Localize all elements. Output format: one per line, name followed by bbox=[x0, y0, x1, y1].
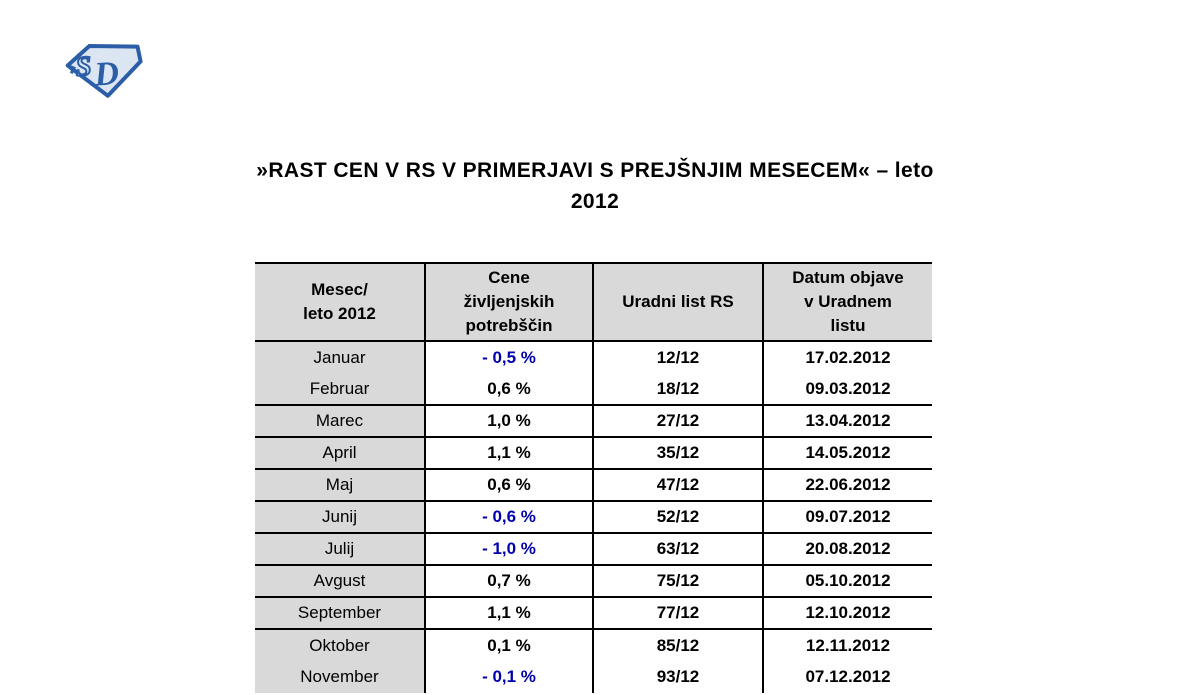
table-row-februar: Februar 0,6 % 18/12 09.03.2012 bbox=[255, 373, 932, 405]
cpi-cell: - 0,1 % bbox=[424, 661, 593, 693]
cpi-cell: 0,6 % bbox=[424, 373, 593, 405]
header-cpi: Cene življenjskih potrebščin bbox=[424, 263, 593, 341]
table-row-marec: Marec 1,0 % 27/12 13.04.2012 bbox=[255, 405, 932, 437]
month-cell: November bbox=[255, 661, 425, 693]
table-row-maj: Maj 0,6 % 47/12 22.06.2012 bbox=[255, 469, 932, 501]
date-cell: 09.07.2012 bbox=[762, 501, 932, 533]
gazette-cell: 12/12 bbox=[592, 341, 763, 373]
document-title-line1: »RAST CEN V RS V PRIMERJAVI S PREJŠNJIM … bbox=[256, 159, 934, 182]
document-title-line2: 2012 bbox=[570, 190, 620, 213]
table-row-september: September 1,1 % 77/12 12.10.2012 bbox=[255, 597, 932, 629]
cpi-cell: - 1,0 % bbox=[424, 533, 593, 565]
cpi-cell: 1,0 % bbox=[424, 405, 593, 437]
date-cell: 12.10.2012 bbox=[762, 597, 932, 629]
gazette-cell: 18/12 bbox=[592, 373, 763, 405]
table-row-januar: Januar - 0,5 % 12/12 17.02.2012 bbox=[255, 341, 932, 373]
header-publish-date: Datum objave v Uradnem listu bbox=[762, 263, 932, 341]
cpi-cell: 0,1 % bbox=[424, 629, 593, 661]
date-cell: 14.05.2012 bbox=[762, 437, 932, 469]
gazette-cell: 85/12 bbox=[592, 629, 763, 661]
cpi-cell: 0,6 % bbox=[424, 469, 593, 501]
cpi-cell: 1,1 % bbox=[424, 437, 593, 469]
date-cell: 09.03.2012 bbox=[762, 373, 932, 405]
table-row-julij: Julij - 1,0 % 63/12 20.08.2012 bbox=[255, 533, 932, 565]
gazette-cell: 52/12 bbox=[592, 501, 763, 533]
gazette-cell: 27/12 bbox=[592, 405, 763, 437]
month-cell: Julij bbox=[255, 533, 425, 565]
cpi-cell: 0,7 % bbox=[424, 565, 593, 597]
table-row-april: April 1,1 % 35/12 14.05.2012 bbox=[255, 437, 932, 469]
sd-logo-icon: S D bbox=[65, 43, 143, 98]
month-cell: Maj bbox=[255, 469, 425, 501]
cpi-cell: - 0,5 % bbox=[424, 341, 593, 373]
table-row-oktober: Oktober 0,1 % 85/12 12.11.2012 bbox=[255, 629, 932, 661]
table-row-junij: Junij - 0,6 % 52/12 09.07.2012 bbox=[255, 501, 932, 533]
cpi-cell: - 0,6 % bbox=[424, 501, 593, 533]
month-cell: September bbox=[255, 597, 425, 629]
svg-text:D: D bbox=[92, 55, 120, 94]
svg-text:S: S bbox=[75, 51, 93, 83]
month-cell: April bbox=[255, 437, 425, 469]
table-row-november: November - 0,1 % 93/12 07.12.2012 bbox=[255, 661, 932, 693]
month-cell: Februar bbox=[255, 373, 425, 405]
table-header-row: Mesec/ leto 2012 Cene življenjskih potre… bbox=[255, 263, 932, 341]
month-cell: Marec bbox=[255, 405, 425, 437]
date-cell: 05.10.2012 bbox=[762, 565, 932, 597]
month-cell: Avgust bbox=[255, 565, 425, 597]
date-cell: 13.04.2012 bbox=[762, 405, 932, 437]
gazette-cell: 75/12 bbox=[592, 565, 763, 597]
table-row-avgust: Avgust 0,7 % 75/12 05.10.2012 bbox=[255, 565, 932, 597]
gazette-cell: 63/12 bbox=[592, 533, 763, 565]
gazette-cell: 47/12 bbox=[592, 469, 763, 501]
month-cell: Januar bbox=[255, 341, 425, 373]
cpi-cell: 1,1 % bbox=[424, 597, 593, 629]
gazette-cell: 35/12 bbox=[592, 437, 763, 469]
date-cell: 22.06.2012 bbox=[762, 469, 932, 501]
month-cell: Oktober bbox=[255, 629, 425, 661]
date-cell: 17.02.2012 bbox=[762, 341, 932, 373]
header-month: Mesec/ leto 2012 bbox=[255, 263, 425, 341]
date-cell: 07.12.2012 bbox=[762, 661, 932, 693]
gazette-cell: 93/12 bbox=[592, 661, 763, 693]
month-cell: Junij bbox=[255, 501, 425, 533]
document-title: »RAST CEN V RS V PRIMERJAVI S PREJŠNJIM … bbox=[0, 155, 1190, 217]
gazette-cell: 77/12 bbox=[592, 597, 763, 629]
date-cell: 20.08.2012 bbox=[762, 533, 932, 565]
header-gazette: Uradni list RS bbox=[592, 263, 763, 341]
price-growth-table: Mesec/ leto 2012 Cene življenjskih potre… bbox=[255, 262, 932, 693]
date-cell: 12.11.2012 bbox=[762, 629, 932, 661]
